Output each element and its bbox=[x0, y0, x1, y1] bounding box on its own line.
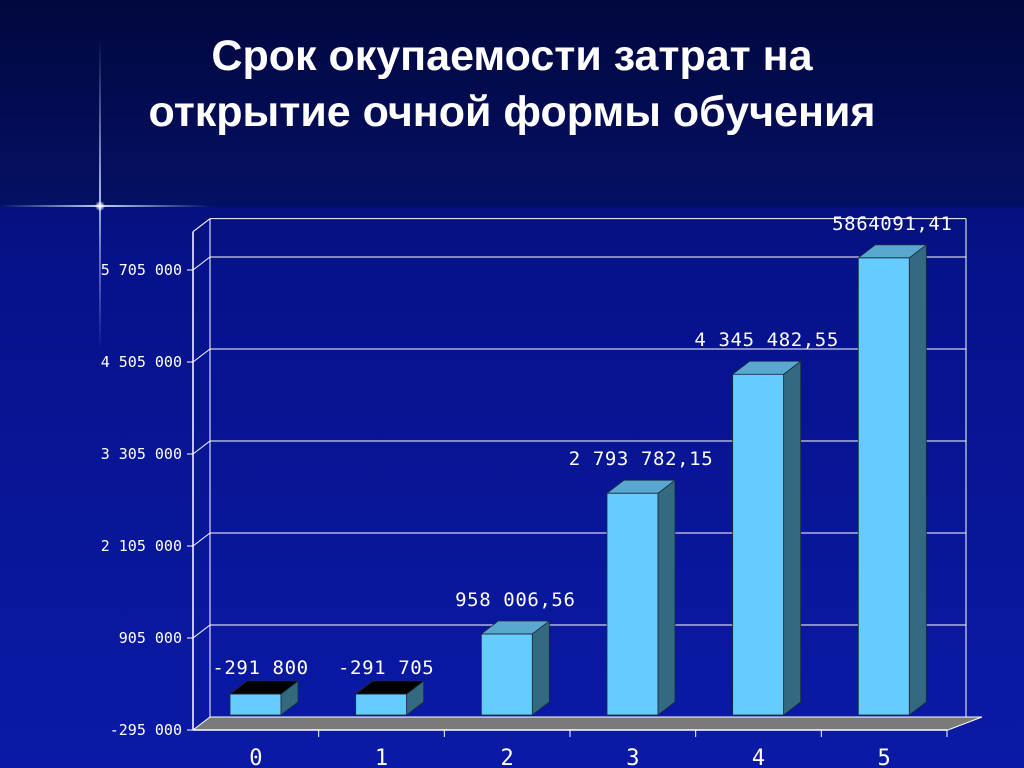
bar-side-4 bbox=[783, 360, 802, 716]
slide-title: Срок окупаемости затрат на открытие очно… bbox=[60, 28, 964, 140]
bar-top-2 bbox=[480, 620, 551, 635]
bar-side-5 bbox=[908, 243, 927, 716]
bar-top-4 bbox=[731, 360, 802, 375]
bar-front-2 bbox=[480, 633, 533, 716]
x-category-label: 1 bbox=[375, 746, 388, 768]
title-line-2: открытие очной формы обучения bbox=[148, 88, 876, 136]
gridline-diagonal bbox=[192, 440, 211, 455]
sparkle-star-icon bbox=[95, 201, 105, 211]
sparkle-decoration-horizontal bbox=[0, 205, 210, 207]
y-tick-label: 905 000 bbox=[119, 629, 182, 647]
side-wall-top-edge bbox=[192, 218, 211, 233]
bar-front-4 bbox=[732, 373, 785, 716]
data-label-0: -291 800 bbox=[212, 657, 308, 679]
data-label-2: 958 006,56 bbox=[455, 589, 575, 611]
x-category-label: 5 bbox=[878, 746, 891, 768]
chart-floor bbox=[191, 716, 983, 731]
gridline-diagonal bbox=[192, 532, 211, 547]
bar-front-3 bbox=[606, 492, 659, 716]
data-label-4: 4 345 482,55 bbox=[694, 329, 838, 351]
x-category-label: 0 bbox=[249, 746, 262, 768]
y-tick-label: -295 000 bbox=[110, 721, 182, 739]
bar-top-0 bbox=[228, 680, 300, 695]
y-tick-label: 2 105 000 bbox=[101, 537, 182, 555]
y-tick-label: 5 705 000 bbox=[101, 261, 182, 279]
bar-side-3 bbox=[657, 479, 676, 716]
bar-side-2 bbox=[531, 620, 550, 716]
bar-top-3 bbox=[605, 479, 677, 494]
data-label-3: 2 793 782,15 bbox=[569, 448, 713, 470]
data-label-1: -291 705 bbox=[338, 657, 434, 679]
data-label-5: 5864091,41 bbox=[832, 213, 952, 235]
gridline-diagonal bbox=[192, 348, 211, 363]
bar-front-1 bbox=[355, 693, 408, 716]
bar-top-1 bbox=[354, 680, 425, 695]
x-category-label: 2 bbox=[501, 746, 514, 768]
title-band bbox=[0, 0, 1024, 207]
bar-top-5 bbox=[857, 244, 928, 259]
y-tick-label: 3 305 000 bbox=[101, 445, 182, 463]
bar-front-0 bbox=[229, 693, 282, 716]
sparkle-decoration-vertical bbox=[99, 40, 101, 350]
gridline-diagonal bbox=[192, 256, 211, 271]
x-category-label: 3 bbox=[626, 746, 639, 768]
y-tick-label: 4 505 000 bbox=[101, 353, 182, 371]
x-category-label: 4 bbox=[752, 746, 765, 768]
title-line-1: Срок окупаемости затрат на bbox=[211, 32, 813, 80]
bar-front-5 bbox=[857, 257, 910, 716]
gridline-diagonal bbox=[192, 624, 211, 639]
